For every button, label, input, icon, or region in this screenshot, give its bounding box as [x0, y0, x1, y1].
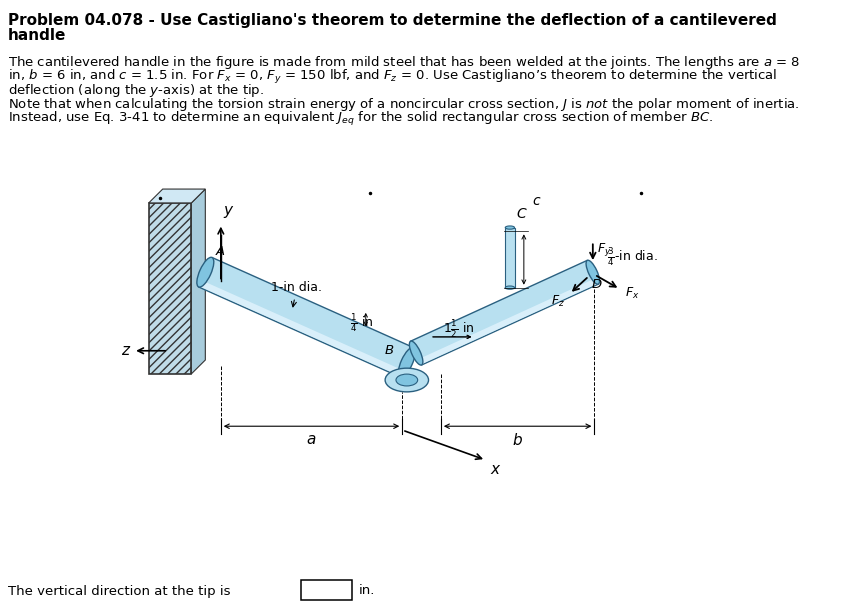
Text: in, $b$ = 6 in, and $c$ = 1.5 in. For $F_x$ = 0, $F_y$ = 150 lbf, and $F_z$ = 0.: in, $b$ = 6 in, and $c$ = 1.5 in. For $F… [8, 68, 777, 86]
Polygon shape [199, 257, 413, 377]
Text: $b$: $b$ [512, 432, 523, 448]
Ellipse shape [385, 368, 429, 392]
Text: $F_y$: $F_y$ [597, 241, 611, 257]
Polygon shape [411, 261, 599, 365]
Text: handle: handle [8, 28, 66, 43]
Text: Problem 04.078 - Use Castigliano's theorem to determine the deflection of a cant: Problem 04.078 - Use Castigliano's theor… [8, 13, 777, 28]
Polygon shape [191, 189, 205, 374]
Text: $D$: $D$ [591, 278, 603, 291]
Ellipse shape [505, 286, 514, 289]
Text: in.: in. [358, 584, 374, 598]
Text: $\frac{3}{4}$-in dia.: $\frac{3}{4}$-in dia. [607, 246, 657, 268]
Ellipse shape [197, 257, 214, 287]
Ellipse shape [398, 348, 415, 377]
Text: $\frac{1}{4}$ in: $\frac{1}{4}$ in [351, 312, 374, 334]
Text: $C$: $C$ [516, 207, 528, 221]
Text: $F_z$: $F_z$ [551, 294, 565, 309]
Polygon shape [149, 189, 205, 203]
Text: The cantilevered handle in the figure is made from mild steel that has been weld: The cantilevered handle in the figure is… [8, 54, 800, 71]
Text: $z$: $z$ [121, 343, 131, 358]
Polygon shape [199, 280, 403, 376]
Text: 1-in dia.: 1-in dia. [271, 281, 323, 306]
Text: $a$: $a$ [306, 432, 317, 447]
Ellipse shape [409, 341, 423, 365]
Ellipse shape [586, 260, 599, 284]
Text: The vertical direction at the tip is: The vertical direction at the tip is [8, 585, 230, 598]
Text: $B$: $B$ [384, 344, 395, 357]
Text: Note that when calculating the torsion strain energy of a noncircular cross sect: Note that when calculating the torsion s… [8, 96, 799, 113]
Text: $F_x$: $F_x$ [626, 286, 640, 302]
Text: $y$: $y$ [223, 204, 234, 220]
Text: $A$: $A$ [215, 245, 226, 258]
Ellipse shape [396, 374, 418, 386]
Text: $1\frac{1}{2}$ in: $1\frac{1}{2}$ in [443, 318, 475, 340]
Polygon shape [149, 203, 191, 374]
Text: Instead, use Eq. 3-41 to determine an equivalent $J_{eq}$ for the solid rectangu: Instead, use Eq. 3-41 to determine an eq… [8, 110, 713, 128]
Polygon shape [505, 227, 514, 287]
Text: deflection (along the $y$-axis) at the tip.: deflection (along the $y$-axis) at the t… [8, 82, 264, 99]
Text: $x$: $x$ [490, 462, 501, 478]
Polygon shape [419, 278, 598, 364]
Text: $c$: $c$ [531, 194, 541, 208]
Ellipse shape [505, 226, 514, 229]
